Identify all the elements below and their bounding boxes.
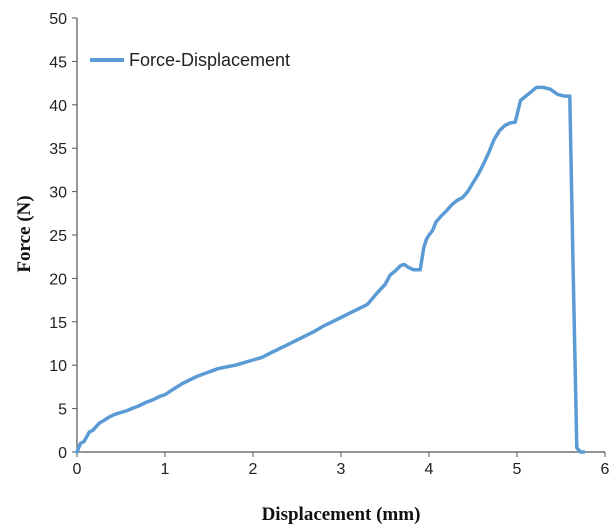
y-tick-label: 30: [49, 185, 67, 202]
y-tick-label: 40: [49, 98, 67, 115]
y-tick-label: 0: [58, 445, 67, 462]
x-tick-label: 5: [513, 461, 522, 478]
y-tick-label: 20: [49, 271, 67, 288]
y-tick-label: 50: [49, 11, 67, 28]
y-tick-label: 10: [49, 358, 67, 375]
x-tick-label: 0: [73, 461, 82, 478]
y-tick-label: 35: [49, 141, 67, 158]
x-axis-title: Displacement (mm): [262, 504, 421, 525]
y-tick-label: 15: [49, 315, 67, 332]
x-tick-label: 6: [601, 461, 610, 478]
x-tick-label: 3: [337, 461, 346, 478]
x-tick-label: 4: [425, 461, 434, 478]
x-tick-label: 2: [249, 461, 258, 478]
series-layer: [75, 85, 586, 454]
y-tick-label: 5: [58, 402, 67, 419]
y-tick-label: 45: [49, 54, 67, 71]
x-tick-label: 1: [161, 461, 170, 478]
series-line: [75, 85, 586, 454]
y-axis-title: Force (N): [14, 195, 35, 272]
legend: Force-Displacement: [90, 50, 290, 70]
y-tick-label: 25: [49, 228, 67, 245]
legend-label: Force-Displacement: [129, 50, 290, 70]
